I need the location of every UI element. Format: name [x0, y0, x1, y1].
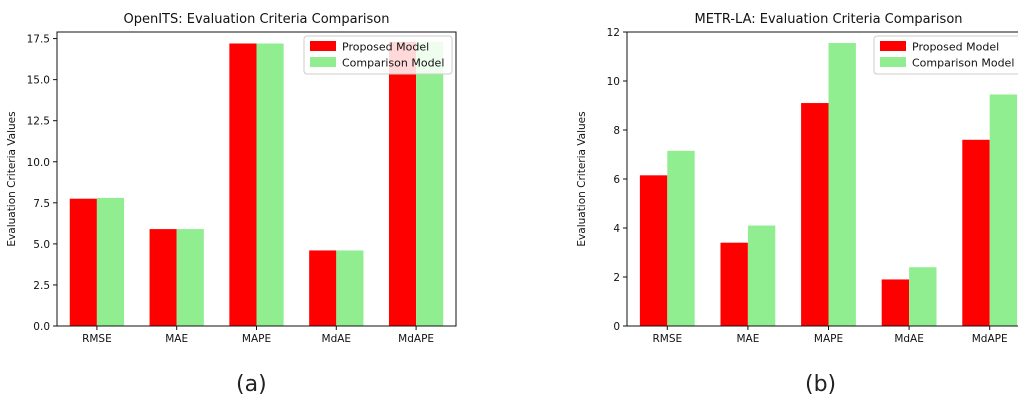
x-tick-label: MdAPE: [972, 333, 1008, 345]
y-axis-label: Evaluation Criteria Values: [6, 111, 18, 246]
chart-0: OpenITS: Evaluation Criteria Comparison E…: [6, 12, 457, 345]
bar-proposed-model-mdae: [881, 279, 910, 326]
legend-label: Proposed Model: [912, 41, 999, 54]
y-tick-label: 0.0: [33, 321, 50, 333]
legend-label: Comparison Model: [342, 57, 444, 70]
bar-comparison-model-mdae: [336, 250, 364, 326]
plot-frame: [626, 31, 1018, 327]
bar-proposed-model-mae: [149, 229, 177, 326]
bar-comparison-model-mape: [828, 43, 856, 327]
caption-a: (a): [236, 372, 267, 397]
y-tick-label: 2: [613, 272, 620, 284]
bar-comparison-model-mdae: [909, 267, 937, 326]
x-tick-label: MdAPE: [398, 333, 434, 345]
y-tick-label: 5.0: [33, 239, 50, 251]
bar-proposed-model-mdape: [962, 139, 990, 326]
y-tick-label: 15.0: [27, 75, 50, 87]
x-tick-label: MAE: [736, 333, 759, 345]
y-tick-label: 4: [613, 223, 620, 235]
legend: Proposed Model Comparison Model: [873, 35, 1018, 75]
x-tick-label: MAPE: [814, 333, 843, 345]
x-tick-label: MdAE: [894, 333, 924, 345]
bar-comparison-model-mape: [256, 43, 284, 327]
bar-proposed-model-mdae: [309, 250, 337, 326]
legend-swatch: [310, 41, 336, 51]
y-axis-label: Evaluation Criteria Values: [576, 111, 588, 246]
legend-box: [303, 35, 453, 75]
y-tick-label: 8: [613, 125, 620, 137]
legend-label: Comparison Model: [912, 57, 1014, 70]
legend-swatch: [880, 57, 906, 67]
bar-comparison-model-mae: [747, 225, 776, 326]
bar-comparison-model-mae: [176, 229, 204, 326]
bar-comparison-model-rmse: [96, 197, 125, 326]
plot-frame: [56, 31, 457, 327]
chart-title: METR-LA: Evaluation Criteria Comparison: [694, 12, 962, 27]
y-tick-label: 10.0: [27, 157, 50, 169]
y-tick-label: 17.5: [27, 34, 50, 46]
caption-b: (b): [805, 372, 837, 397]
legend-box: [873, 35, 1018, 75]
bar-comparison-model-mdape: [989, 94, 1018, 326]
y-tick-label: 0: [613, 321, 620, 333]
y-tick-label: 12.5: [27, 116, 50, 128]
legend-label: Proposed Model: [342, 41, 429, 54]
y-tick-label: 2.5: [33, 280, 50, 292]
bar-proposed-model-mdape: [388, 41, 417, 327]
bar-comparison-model-rmse: [667, 150, 695, 326]
legend: Proposed Model Comparison Model: [303, 35, 453, 75]
y-tick-label: 6: [613, 174, 620, 186]
bar-proposed-model-mape: [229, 43, 257, 327]
legend-swatch: [310, 57, 336, 67]
bar-comparison-model-mdape: [416, 41, 444, 327]
bar-proposed-model-mae: [720, 242, 748, 326]
legend-swatch: [880, 41, 906, 51]
chart-title: OpenITS: Evaluation Criteria Comparison: [123, 12, 389, 27]
bar-proposed-model-rmse: [639, 175, 668, 326]
y-tick-label: 7.5: [33, 198, 50, 210]
y-tick-label: 10: [607, 76, 620, 88]
bar-proposed-model-mape: [801, 103, 829, 326]
x-tick-label: RMSE: [652, 333, 682, 345]
x-tick-label: MAE: [165, 333, 188, 345]
chart-1: METR-LA: Evaluation Criteria Comparison E…: [576, 12, 1018, 345]
x-tick-label: RMSE: [82, 333, 112, 345]
x-tick-label: MdAE: [322, 333, 352, 345]
x-tick-label: MAPE: [242, 333, 271, 345]
bar-proposed-model-rmse: [69, 198, 97, 326]
y-tick-label: 12: [607, 27, 620, 39]
